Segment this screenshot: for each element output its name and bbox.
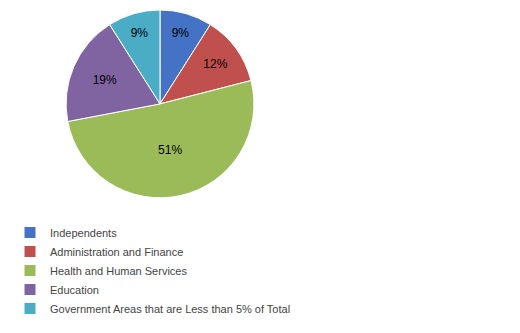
svg-text:9%: 9% — [172, 26, 190, 40]
svg-text:9%: 9% — [131, 26, 149, 40]
svg-text:Education: Education — [50, 284, 99, 296]
svg-text:Administration and Finance: Administration and Finance — [50, 246, 183, 258]
svg-text:51%: 51% — [158, 143, 182, 157]
svg-text:Government Areas that are Less: Government Areas that are Less than 5% o… — [50, 303, 290, 315]
svg-text:19%: 19% — [93, 73, 117, 87]
svg-text:Health and Human Services: Health and Human Services — [50, 265, 187, 277]
svg-text:Independents: Independents — [50, 227, 117, 239]
svg-text:12%: 12% — [203, 57, 227, 71]
